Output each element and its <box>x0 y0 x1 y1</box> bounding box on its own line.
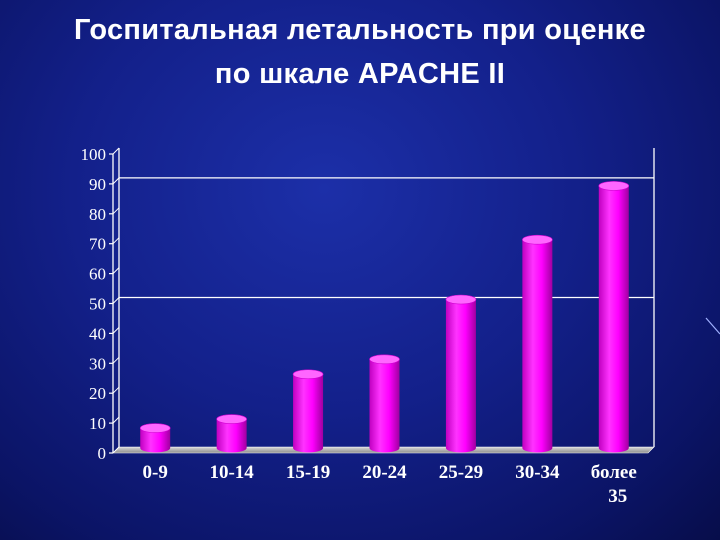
tick-labels: 0 10 20 30 40 50 60 70 80 90 100 0-9 10-14 15-19 20-24… <box>81 145 637 507</box>
bar-10-14 <box>216 414 247 453</box>
bar-body <box>445 299 476 453</box>
y-tick-label: 100 <box>81 145 107 164</box>
bar-30-34 <box>522 234 553 453</box>
y-tick-depth-50 <box>112 297 120 304</box>
title-line-1: Госпитальная летальность при оценке <box>74 14 646 46</box>
y-tick-depth-0 <box>112 446 120 454</box>
y-tick-depth-60 <box>112 267 120 274</box>
bar-top-cap <box>139 423 171 433</box>
bar-15-19 <box>292 369 324 453</box>
x-tick-label: 30-34 <box>515 462 560 483</box>
y-tick-label: 30 <box>89 354 106 373</box>
x-tick-label: 35 <box>608 486 627 507</box>
y-tick-depth-40 <box>112 327 120 334</box>
bar-top-cap <box>522 234 553 245</box>
y-tick-label: 20 <box>89 384 106 403</box>
bar-top-cap <box>369 354 400 365</box>
y-tick-depth-80 <box>112 207 120 215</box>
bar-20-24 <box>369 354 400 453</box>
bar-top-cap <box>292 369 324 380</box>
y-tick-depth-90 <box>112 177 120 185</box>
x-tick-label: более <box>591 462 637 483</box>
y-tick-label: 80 <box>89 205 106 224</box>
bar-top-cap <box>598 181 630 191</box>
bar-top-cap <box>216 414 247 424</box>
bar-top-cap <box>445 294 477 305</box>
slide-corner-decoration <box>705 317 720 335</box>
bar-более 35 <box>598 181 630 453</box>
grid-lines <box>119 177 654 299</box>
bar-body <box>369 359 400 453</box>
bars <box>139 181 630 453</box>
y-tick-label: 10 <box>89 414 106 433</box>
bar-body <box>522 239 553 453</box>
x-tick-label: 10-14 <box>209 462 254 483</box>
y-tick-depth-20 <box>112 386 120 394</box>
bar-25-29 <box>445 294 477 453</box>
title-line-2: по шкале APACHE II <box>214 58 506 90</box>
bar-body <box>216 419 247 453</box>
y-tick-depth-10 <box>112 416 120 424</box>
x-tick-label: 15-19 <box>286 462 330 483</box>
bar-body <box>598 185 629 453</box>
y-tick-label: 40 <box>89 324 106 343</box>
slide-title: Госпитальная летальность при оценке по ш… <box>0 8 720 96</box>
y-tick-label: 90 <box>89 175 106 194</box>
y-tick-label: 60 <box>89 265 106 284</box>
bar-body <box>293 374 324 453</box>
bar-0-9 <box>139 423 171 453</box>
x-tick-label: 0-9 <box>143 462 168 483</box>
y-tick-label: 50 <box>89 295 106 314</box>
y-tick-depth-70 <box>112 237 120 245</box>
bar-body <box>140 428 171 453</box>
y-tick-label: 70 <box>89 235 106 254</box>
x-tick-label: 25-29 <box>439 462 483 483</box>
y-tick-depth-100 <box>112 147 120 155</box>
y-tick-label: 0 <box>98 444 107 463</box>
y-tick-depth-30 <box>112 356 120 364</box>
x-tick-label: 20-24 <box>362 462 407 483</box>
